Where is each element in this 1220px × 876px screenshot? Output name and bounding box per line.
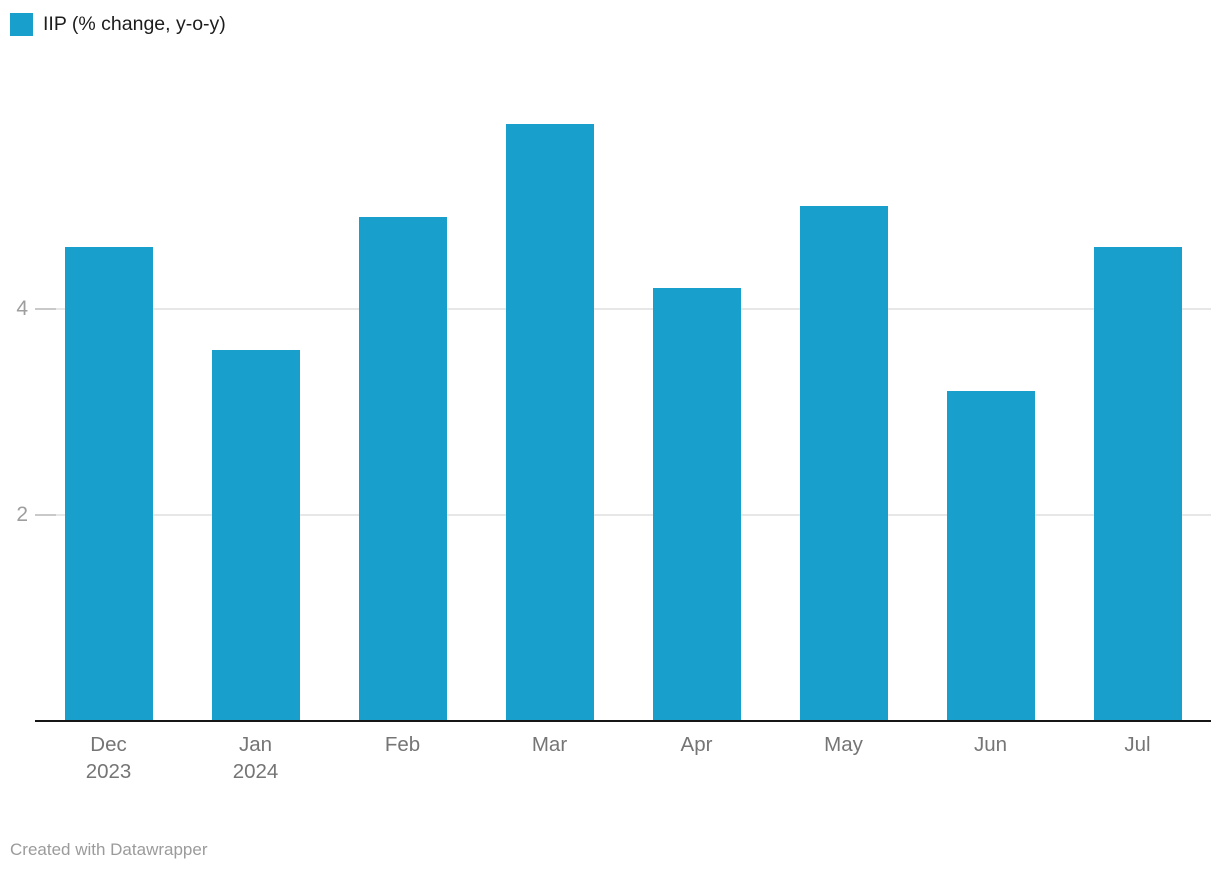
bar-jun[interactable] xyxy=(946,391,1035,720)
bar-feb[interactable] xyxy=(358,217,447,720)
footer: Created with Datawrapper xyxy=(10,840,207,860)
plot-area xyxy=(35,100,1211,720)
bar-slot-jan-2024 xyxy=(182,100,329,720)
bar-apr[interactable] xyxy=(652,288,741,720)
x-axis-line xyxy=(35,720,1211,722)
bar-may[interactable] xyxy=(799,206,888,720)
x-tick-label-apr: Apr xyxy=(680,733,713,756)
gridline-4 xyxy=(35,308,1211,310)
x-tick-label-may: May xyxy=(824,733,863,756)
bar-dec-2023[interactable] xyxy=(64,247,153,720)
x-axis-labels: Dec 2023 Jan 2024 Feb Mar Apr May Jun Jul xyxy=(35,731,1211,785)
bar-slot-jun xyxy=(917,100,1064,720)
datawrapper-credit-link[interactable]: Created with Datawrapper xyxy=(10,840,208,859)
gridline-2 xyxy=(35,513,1211,516)
legend: IIP (% change, y-o-y) xyxy=(10,13,226,36)
bar-slot-may xyxy=(770,100,917,720)
y-tick-mark-4 xyxy=(35,308,56,310)
y-tick-label-2: 2 xyxy=(16,502,28,526)
bar-mar[interactable] xyxy=(505,124,594,720)
x-tick-label-jan-2024: Jan 2024 xyxy=(232,733,279,783)
x-tick-label-jun: Jun xyxy=(973,733,1008,756)
bar-slot-apr xyxy=(623,100,770,720)
bar-jul[interactable] xyxy=(1093,247,1182,720)
legend-swatch-icon xyxy=(10,13,33,36)
x-tick-label-dec-2023: Dec 2023 xyxy=(85,733,132,783)
x-tick-label-mar: Mar xyxy=(531,733,568,756)
bar-slot-dec-2023 xyxy=(35,100,182,720)
bar-jan-2024[interactable] xyxy=(211,350,300,720)
y-tick-label-4: 4 xyxy=(16,297,28,320)
legend-label: IIP (% change, y-o-y) xyxy=(43,13,226,35)
bars-container xyxy=(35,100,1211,720)
bar-slot-jul xyxy=(1064,100,1211,720)
bar-slot-mar xyxy=(476,100,623,720)
y-tick-mark-2 xyxy=(35,513,56,516)
bar-slot-feb xyxy=(329,100,476,720)
x-tick-label-feb: Feb xyxy=(384,733,421,756)
x-tick-label-jul: Jul xyxy=(1124,733,1151,756)
